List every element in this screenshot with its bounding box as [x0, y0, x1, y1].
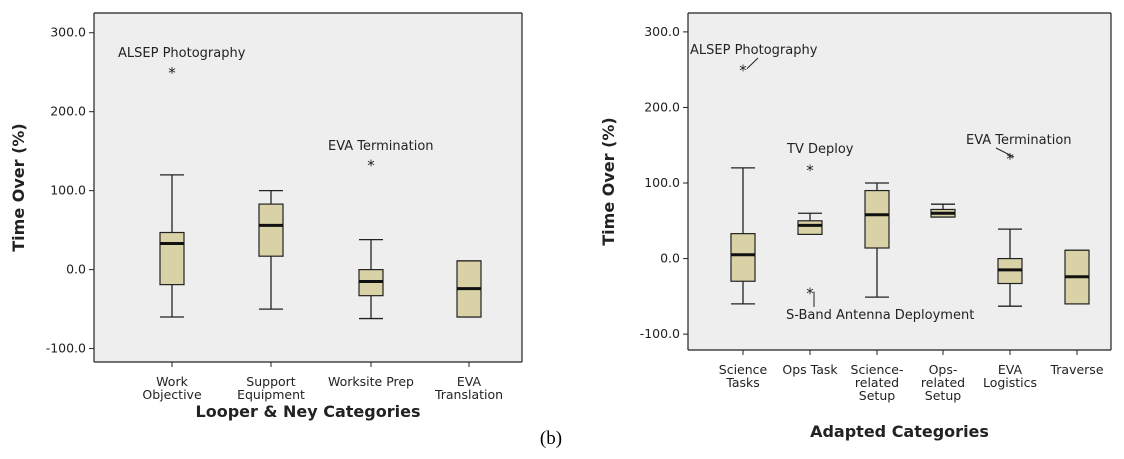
x-category-label-line: Logistics	[983, 375, 1037, 390]
x-category-label: EVA Logistics	[983, 362, 1037, 390]
x-category-label: Support Equipment	[237, 374, 305, 402]
box-iqr	[797, 220, 823, 235]
y-tick-label: 200.0	[50, 104, 86, 119]
y-tick-label: 200.0	[644, 99, 680, 114]
plot-area	[94, 13, 522, 362]
x-category-label-line: Tasks	[725, 375, 760, 390]
x-category-label-line: Ops Task	[782, 362, 838, 377]
x-category-label-line: EVA	[457, 374, 482, 389]
x-category-label-line: Equipment	[237, 387, 305, 402]
y-tick-label: -100.0	[640, 326, 680, 341]
x-axis-title: Adapted Categories	[810, 422, 989, 441]
outlier-leader-line	[746, 57, 759, 70]
y-tick-label: 300.0	[50, 25, 86, 40]
x-category-label-line: Objective	[142, 387, 202, 402]
x-category-label: Worksite Prep	[328, 374, 414, 389]
chart-left: 300.0 200.0 100.0 0.0 -100.0 Time Over (%) Loo…	[9, 12, 523, 421]
plot-area	[688, 13, 1111, 350]
outlier-label: EVA Termination	[966, 133, 1072, 148]
outlier-marker: *	[806, 285, 814, 303]
y-axis-title: Time Over (%)	[9, 123, 28, 252]
x-category-label: Work Objective	[142, 374, 202, 402]
outlier-marker: *	[367, 157, 375, 175]
y-tick-label: 300.0	[644, 24, 680, 39]
x-category-label-line: Worksite Prep	[328, 374, 414, 389]
x-category-label: Traverse	[1049, 362, 1103, 377]
outlier-label: EVA Termination	[328, 139, 434, 154]
outlier-label: ALSEP Photography	[118, 46, 246, 61]
x-category-label-line: Work	[156, 374, 188, 389]
x-category-label-line: related	[855, 375, 899, 390]
x-category-label-line: Science	[719, 362, 768, 377]
chart-right: 300.0 200.0 100.0 0.0 -100.0 Time Over (%) Ada…	[599, 12, 1112, 441]
x-category-label-line: Traverse	[1049, 362, 1103, 377]
y-tick-label: -100.0	[46, 341, 86, 356]
outlier-label: S-Band Antenna Deployment	[786, 308, 974, 323]
box-iqr	[730, 233, 756, 282]
y-axis-title: Time Over (%)	[599, 117, 618, 246]
x-category-label: Science-related Setup	[851, 362, 904, 403]
x-category-label-line: Setup	[859, 388, 895, 403]
y-tick-label: 100.0	[50, 183, 86, 198]
figure-caption: (b)	[540, 428, 562, 449]
x-category-label-line: Setup	[925, 388, 961, 403]
box-iqr	[159, 231, 185, 286]
x-axis-title: Looper & Ney Categories	[196, 402, 421, 421]
outlier-marker: *	[806, 161, 814, 179]
x-category-label-line: Science-	[851, 362, 904, 377]
x-category-label-line: EVA	[998, 362, 1023, 377]
x-category-label-line: Translation	[434, 387, 503, 402]
outlier-marker: *	[1006, 150, 1014, 168]
outlier-marker: *	[168, 64, 176, 82]
x-category-label: EVA Translation	[434, 374, 503, 402]
x-category-label-line: related	[921, 375, 965, 390]
y-tick-label: 100.0	[644, 175, 680, 190]
y-tick-label: 0.0	[66, 262, 86, 277]
outlier-leader-line	[995, 147, 1015, 158]
x-category-label: Ops-related Setup	[921, 362, 965, 403]
outlier-label: TV Deploy	[786, 142, 854, 157]
box-iqr	[864, 189, 890, 249]
outlier-marker: *	[739, 62, 747, 80]
x-category-label-line: Support	[246, 374, 296, 389]
x-category-label: Ops Task	[782, 362, 838, 377]
x-category-label: Science Tasks	[719, 362, 768, 390]
outlier-label: ALSEP Photography	[690, 43, 818, 58]
x-category-label-line: Ops-	[929, 362, 958, 377]
box-iqr	[258, 203, 284, 257]
y-tick-label: 0.0	[660, 251, 680, 266]
